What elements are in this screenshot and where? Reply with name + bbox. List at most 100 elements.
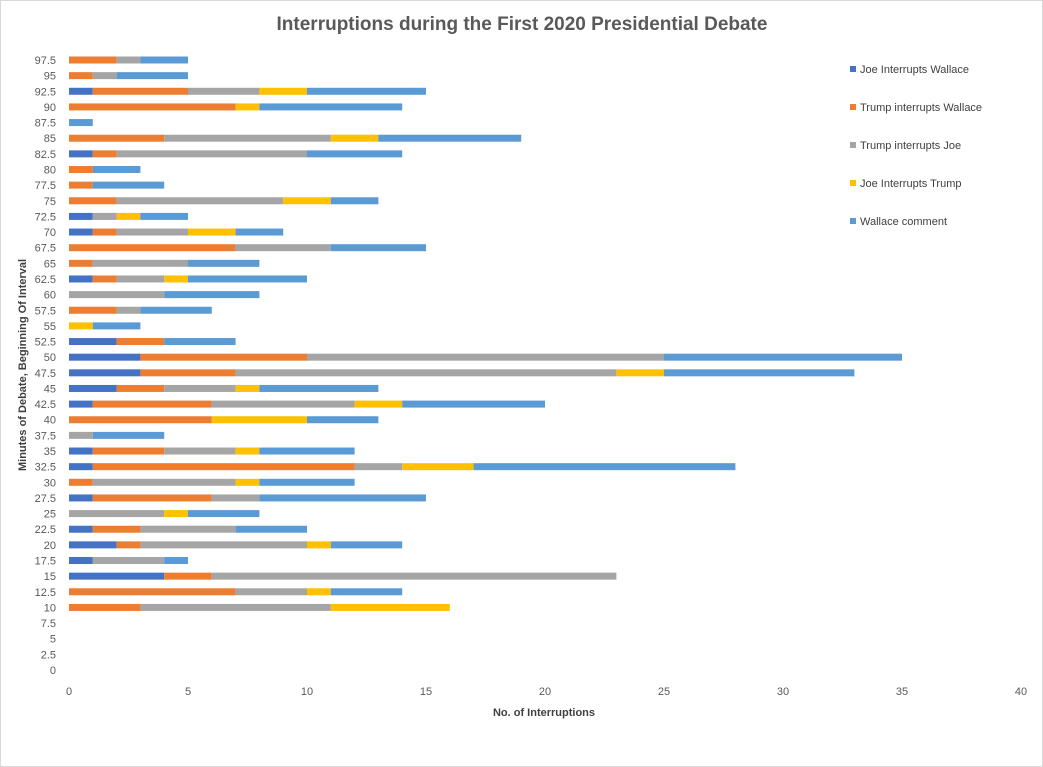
bar-segment-1-row-38 xyxy=(69,87,93,95)
y-tick-label: 62.5 xyxy=(35,274,56,286)
bar-segment-1-row-7 xyxy=(69,572,165,580)
bar-segment-1-row-10 xyxy=(69,525,93,533)
bar-segment-5-row-6 xyxy=(330,588,403,596)
bar-segment-1-row-12 xyxy=(69,494,93,502)
bar-segment-4-row-23 xyxy=(69,322,93,330)
y-tick-label: 90 xyxy=(44,102,56,114)
bar-segment-4-row-29 xyxy=(188,228,236,236)
bar-segment-5-row-35 xyxy=(378,134,522,142)
bar-segment-3-row-15 xyxy=(164,447,236,455)
bar-segment-2-row-28 xyxy=(69,244,236,252)
x-tick-label: 15 xyxy=(420,686,432,698)
bar-segment-4-row-18 xyxy=(354,400,403,408)
y-tick-label: 55 xyxy=(44,321,56,333)
bar-segment-2-row-19 xyxy=(116,384,165,392)
bar-segment-1-row-19 xyxy=(69,384,117,392)
x-tick-label: 20 xyxy=(539,686,551,698)
bar-segment-4-row-9 xyxy=(307,541,331,549)
bar-segment-3-row-29 xyxy=(116,228,188,236)
y-tick-label: 32.5 xyxy=(35,462,56,474)
bar-segment-2-row-34 xyxy=(92,150,117,158)
x-tick-label: 40 xyxy=(1015,686,1027,698)
bar-segment-4-row-6 xyxy=(307,588,331,596)
bar-segment-5-row-32 xyxy=(92,181,165,189)
bar-segment-5-row-25 xyxy=(164,291,260,299)
legend-label: Wallace comment xyxy=(860,216,947,228)
bar-segment-1-row-20 xyxy=(69,369,141,377)
x-tick-label: 35 xyxy=(896,686,908,698)
bar-segment-2-row-39 xyxy=(69,72,93,80)
bar-segment-2-row-37 xyxy=(69,103,236,111)
bars-group xyxy=(69,56,902,611)
y-tick-label: 35 xyxy=(44,446,56,458)
x-tick-label: 5 xyxy=(185,686,191,698)
bar-segment-1-row-34 xyxy=(69,150,93,158)
bar-segment-5-row-8 xyxy=(164,557,188,565)
bar-segment-3-row-40 xyxy=(116,56,141,64)
x-tick-label: 0 xyxy=(66,686,72,698)
bar-segment-5-row-17 xyxy=(307,416,379,424)
bar-segment-5-row-22 xyxy=(164,338,236,346)
y-tick-label: 92.5 xyxy=(35,86,56,98)
bar-segment-3-row-27 xyxy=(92,259,188,267)
y-tick-label: 22.5 xyxy=(35,524,56,536)
y-tick-label: 20 xyxy=(44,540,56,552)
bar-segment-3-row-35 xyxy=(164,134,331,142)
bar-segment-2-row-38 xyxy=(92,87,188,95)
bar-segment-1-row-15 xyxy=(69,447,93,455)
bar-segment-4-row-30 xyxy=(116,212,141,220)
y-tick-label: 30 xyxy=(44,477,56,489)
bar-segment-5-row-27 xyxy=(188,259,260,267)
x-tick-label: 10 xyxy=(301,686,313,698)
y-tick-label: 57.5 xyxy=(35,305,56,317)
bar-segment-3-row-13 xyxy=(92,478,236,486)
bar-segment-1-row-8 xyxy=(69,557,93,565)
bar-segment-5-row-33 xyxy=(92,165,141,173)
y-tick-label: 12.5 xyxy=(35,587,56,599)
bar-segment-3-row-25 xyxy=(69,291,165,299)
bar-segment-2-row-20 xyxy=(140,369,236,377)
bar-segment-2-row-17 xyxy=(69,416,212,424)
bar-segment-2-row-31 xyxy=(69,197,117,205)
y-tick-label: 80 xyxy=(44,164,56,176)
bar-segment-3-row-19 xyxy=(164,384,236,392)
bar-segment-3-row-24 xyxy=(116,306,141,314)
bar-segment-1-row-18 xyxy=(69,400,93,408)
bar-segment-5-row-18 xyxy=(402,400,545,408)
bar-segment-5-row-11 xyxy=(188,510,260,518)
bar-segment-2-row-13 xyxy=(69,478,93,486)
y-tick-label: 70 xyxy=(44,227,56,239)
y-tick-label: 85 xyxy=(44,133,56,145)
bar-segment-2-row-12 xyxy=(92,494,212,502)
bar-segment-5-row-39 xyxy=(116,72,188,80)
y-axis-title: Minutes of Debate, Beginning Of Interval xyxy=(17,259,29,471)
bar-segment-5-row-10 xyxy=(235,525,307,533)
bar-segment-4-row-38 xyxy=(259,87,307,95)
bar-segment-2-row-7 xyxy=(164,572,212,580)
legend-label: Joe Interrupts Trump xyxy=(860,178,962,190)
legend-swatch xyxy=(850,180,856,186)
bar-segment-3-row-21 xyxy=(307,353,664,361)
y-tick-label: 40 xyxy=(44,415,56,427)
bar-segment-3-row-18 xyxy=(211,400,355,408)
legend-swatch xyxy=(850,66,856,72)
bar-segment-3-row-9 xyxy=(140,541,307,549)
y-tick-label: 45 xyxy=(44,383,56,395)
y-tick-label: 87.5 xyxy=(35,118,56,130)
bar-segment-2-row-5 xyxy=(69,603,141,611)
legend-label: Joe Interrupts Wallace xyxy=(860,64,969,76)
bar-segment-3-row-7 xyxy=(211,572,617,580)
y-tick-label: 82.5 xyxy=(35,149,56,161)
bar-segment-1-row-30 xyxy=(69,212,93,220)
y-tick-labels: 02.557.51012.51517.52022.52527.53032.535… xyxy=(35,55,56,677)
y-tick-label: 95 xyxy=(44,71,56,83)
bar-segment-3-row-14 xyxy=(354,463,403,471)
bar-segment-3-row-39 xyxy=(92,72,117,80)
legend-swatch xyxy=(850,218,856,224)
bar-segment-1-row-29 xyxy=(69,228,93,236)
y-tick-label: 75 xyxy=(44,196,56,208)
bar-segment-4-row-26 xyxy=(164,275,188,283)
y-tick-label: 10 xyxy=(44,602,56,614)
bar-segment-3-row-12 xyxy=(211,494,260,502)
bar-segment-3-row-10 xyxy=(140,525,236,533)
